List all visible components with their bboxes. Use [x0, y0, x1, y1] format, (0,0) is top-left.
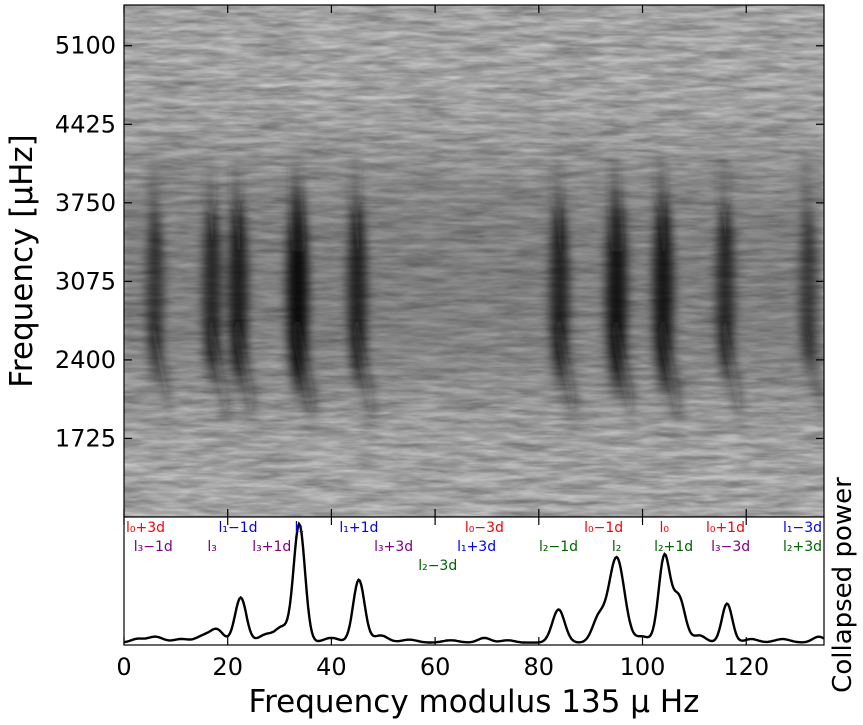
heatmap-ridge: [146, 166, 175, 413]
x-tick-label: 40: [316, 653, 347, 681]
heatmap-ridge: [202, 166, 233, 413]
ridge-head: [351, 166, 363, 252]
y-tick-label: 4425: [55, 110, 116, 138]
ridge-head: [149, 166, 161, 252]
ridge-tail: [801, 320, 824, 413]
mode-label: l₃−1d: [134, 539, 173, 555]
ridge-core: [652, 195, 674, 387]
x-tick-label: 60: [420, 653, 451, 681]
ridge-tail: [205, 320, 233, 413]
x-tick-label: 80: [524, 653, 555, 681]
heatmap-ridges: [124, 161, 824, 413]
ridge-tail: [655, 320, 684, 413]
mode-label: l₂+1d: [654, 539, 693, 555]
y-tick-label: 3750: [55, 189, 116, 217]
ridge-tail: [148, 320, 175, 413]
x-tick-label: 0: [116, 653, 131, 681]
mode-label: l₂−3d: [418, 558, 457, 574]
y-tick-label: 3075: [55, 267, 116, 295]
mode-labels: l₀+3d l₁−1d l₁ l₁+1d l₀−3d l₀−1d l₀ l₀+1d l₁−3d l…: [126, 520, 822, 574]
mode-label: l₃+3d: [374, 539, 413, 555]
heatmap-ridge: [549, 166, 580, 413]
mode-label: l₃: [207, 539, 217, 555]
y-axis-ticks: 1725 2400 3075 3750 4425 5100: [55, 32, 824, 452]
ridge-tail: [552, 320, 580, 413]
x-tick-label: 20: [212, 653, 243, 681]
mode-label: l₁−1d: [219, 520, 258, 536]
y-tick-label: 2400: [55, 346, 116, 374]
mode-label: l₁: [295, 520, 305, 536]
y-tick-label: 5100: [55, 32, 116, 60]
ridge-tail: [230, 320, 259, 413]
mode-label: l₂+3d: [783, 539, 822, 555]
heatmap-ridge: [799, 166, 824, 413]
mode-label: l₃+1d: [252, 539, 291, 555]
heatmap-image: [124, 5, 824, 517]
collapsed-power-label: Collapsed power: [828, 477, 858, 693]
x-axis-ticks: 0 20 40 60 80 100 120: [116, 5, 769, 681]
mode-label: l₀+3d: [126, 520, 165, 536]
ridge-head: [206, 166, 218, 252]
collapsed-power-line: [124, 521, 824, 644]
mode-label: l₁+1d: [339, 520, 378, 536]
mode-label: l₂: [612, 539, 622, 555]
y-tick-label: 1725: [55, 424, 116, 452]
power-frame: [123, 516, 825, 646]
mode-label: l₀+1d: [706, 520, 745, 536]
mode-label: l₀: [660, 520, 670, 536]
x-axis-label: Frequency modulus 135 μ Hz: [249, 684, 700, 720]
ridge-head: [291, 166, 304, 252]
ridge-tail: [608, 320, 638, 413]
heatmap-ridge: [605, 166, 638, 413]
mode-label: l₀−3d: [465, 520, 504, 536]
x-tick-label: 100: [620, 653, 666, 681]
heatmap-ridge: [228, 166, 259, 413]
ridge-core: [228, 198, 249, 384]
heatmap-ridge: [716, 166, 746, 413]
echelle-heatmap: 1725 2400 3075 3750 4425 5100 Frequency [μHz]: [4, 4, 825, 518]
heatmap-ridge: [286, 166, 319, 413]
ridge-tail: [350, 320, 378, 413]
heatmap-ridge: [347, 166, 378, 413]
mode-label: l₀−1d: [584, 520, 623, 536]
ridge-head: [231, 166, 244, 252]
collapsed-power-panel: l₀+3d l₁−1d l₁ l₁+1d l₀−3d l₀−1d l₀ l₀+1d l₁−3d l…: [116, 5, 858, 720]
ridge-tail: [289, 320, 319, 413]
mode-label: l₂−1d: [539, 539, 578, 555]
ridge-head: [553, 166, 566, 252]
ridge-head: [719, 166, 731, 252]
y-axis-label: Frequency [μHz]: [4, 134, 40, 388]
ridge-head: [802, 166, 814, 252]
mode-label: l₁+3d: [457, 539, 496, 555]
mode-label: l₃−3d: [711, 539, 750, 555]
ridge-head: [610, 166, 623, 252]
ridge-head: [657, 166, 670, 252]
mode-label: l₁−3d: [783, 520, 822, 536]
x-tick-label: 120: [723, 653, 769, 681]
heatmap-ridge: [652, 166, 684, 413]
ridge-tail: [718, 320, 746, 413]
